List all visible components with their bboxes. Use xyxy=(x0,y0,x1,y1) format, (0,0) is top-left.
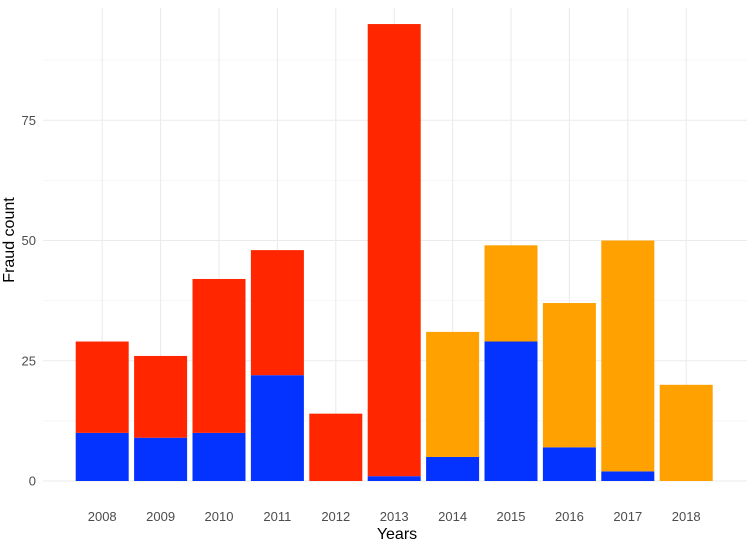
x-tick-label: 2010 xyxy=(205,509,234,524)
bar-2010-segment-2 xyxy=(192,278,246,433)
bar-2015-segment-3 xyxy=(484,245,538,342)
x-axis-title: Years xyxy=(377,526,417,542)
x-tick-label: 2009 xyxy=(146,509,175,524)
bar-2008-segment-1 xyxy=(75,432,129,481)
y-tick-label: 75 xyxy=(22,113,36,128)
x-tick-label: 2014 xyxy=(438,509,467,524)
bar-2016-segment-1 xyxy=(542,447,596,481)
x-tick-label: 2015 xyxy=(497,509,526,524)
bar-2008-segment-2 xyxy=(75,341,129,433)
x-tick-label: 2012 xyxy=(321,509,350,524)
bar-2013-segment-2 xyxy=(367,24,421,477)
bar-2011-segment-2 xyxy=(250,250,304,376)
x-tick-label: 2016 xyxy=(555,509,584,524)
bar-2014-segment-3 xyxy=(426,331,480,457)
y-axis-tick-labels: 0 25 50 75 xyxy=(22,113,36,489)
y-axis-title: Fraud count xyxy=(1,197,18,283)
x-tick-label: 2011 xyxy=(263,509,291,524)
bar-2017-segment-3 xyxy=(601,240,655,472)
bar-2014-segment-1 xyxy=(426,456,480,481)
bar-2018-segment-3 xyxy=(659,384,713,481)
y-tick-label: 50 xyxy=(22,233,36,248)
bar-2012-segment-2 xyxy=(309,413,363,481)
bar-2013-segment-1 xyxy=(367,476,421,481)
bars xyxy=(75,24,713,481)
bar-2011-segment-1 xyxy=(250,375,304,481)
x-tick-label: 2017 xyxy=(613,509,642,524)
x-tick-label: 2018 xyxy=(672,509,701,524)
y-tick-label: 0 xyxy=(29,474,36,489)
x-tick-label: 2013 xyxy=(380,509,409,524)
bar-2009-segment-1 xyxy=(134,437,188,481)
x-axis-tick-labels: 2008 2009 2010 2011 2012 2013 2014 2015 2016 2017… xyxy=(88,509,701,524)
bar-2009-segment-2 xyxy=(134,355,188,438)
x-tick-label: 2008 xyxy=(88,509,117,524)
bar-2017-segment-1 xyxy=(601,471,655,481)
bar-2015-segment-1 xyxy=(484,341,538,481)
y-tick-label: 25 xyxy=(22,353,36,368)
bar-2010-segment-1 xyxy=(192,432,246,481)
bar-2016-segment-3 xyxy=(542,303,596,448)
